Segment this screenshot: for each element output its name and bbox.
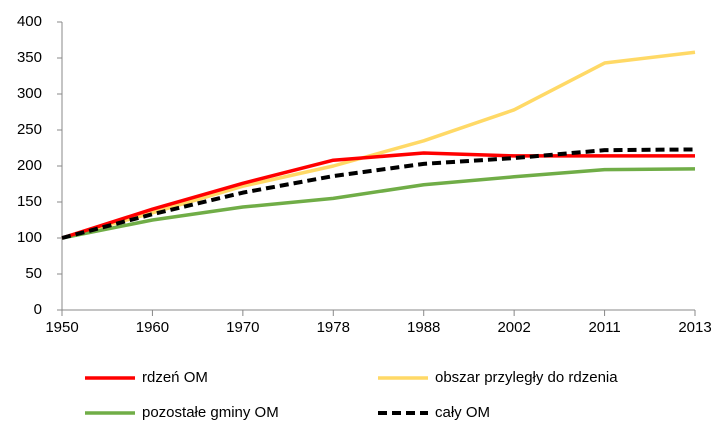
x-tick-label: 2013 <box>678 319 711 336</box>
series-line <box>61 167 696 240</box>
y-tick-label: 350 <box>17 49 42 66</box>
x-tick-label: 1970 <box>226 319 259 336</box>
legend-label: cały OM <box>435 404 490 421</box>
legend-label: pozostałe gminy OM <box>142 404 279 421</box>
x-tick-label: 1978 <box>317 319 350 336</box>
x-tick-label: 1988 <box>407 319 440 336</box>
legend-label: obszar przyległy do rdzenia <box>435 369 618 386</box>
series-line <box>61 147 696 240</box>
y-tick-label: 100 <box>17 229 42 246</box>
legend-label: rdzeń OM <box>142 369 208 386</box>
y-tick-label: 200 <box>17 157 42 174</box>
y-tick-label: 150 <box>17 193 42 210</box>
y-tick-label: 400 <box>17 13 42 30</box>
series-line <box>61 151 695 240</box>
y-tick-label: 0 <box>34 301 42 318</box>
y-tick-label: 300 <box>17 85 42 102</box>
y-tick-label: 50 <box>25 265 42 282</box>
x-tick-label: 2002 <box>497 319 530 336</box>
series-line <box>61 50 696 240</box>
x-tick-label: 1960 <box>136 319 169 336</box>
x-tick-label: 2011 <box>588 319 620 336</box>
x-tick-label: 1950 <box>45 319 78 336</box>
y-tick-label: 250 <box>17 121 42 138</box>
